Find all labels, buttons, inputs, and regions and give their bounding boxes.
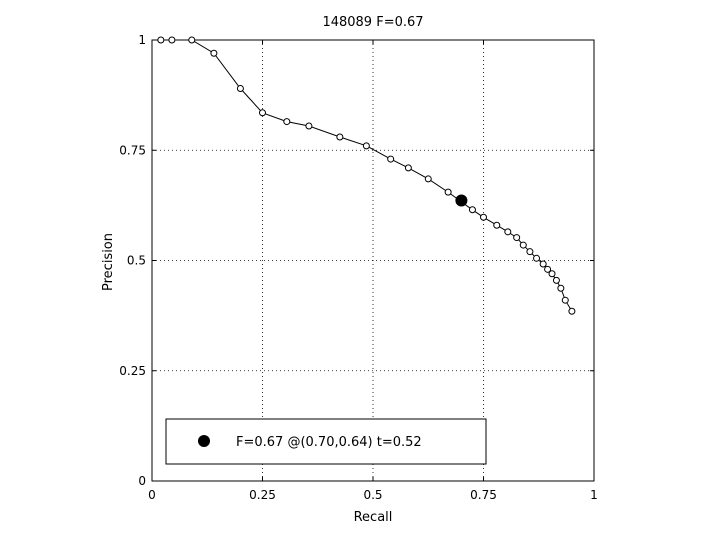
- x-tick-label: 1: [590, 488, 598, 502]
- chart-title: 148089 F=0.67: [322, 15, 423, 30]
- data-point: [157, 36, 165, 44]
- data-point: [283, 118, 291, 126]
- data-point: [362, 142, 370, 150]
- x-tick-label: 0.25: [249, 488, 276, 502]
- data-point: [424, 175, 432, 183]
- y-tick-label: 0.25: [119, 364, 146, 378]
- data-point: [188, 36, 196, 44]
- x-tick-labels: 0 0.25 0.5 0.75 1: [148, 488, 598, 502]
- x-tick-label: 0.75: [470, 488, 497, 502]
- y-axis-label: Precision: [101, 233, 116, 291]
- data-point: [387, 155, 395, 163]
- axis-ticks: [151, 39, 595, 482]
- y-tick-label: 0: [138, 474, 146, 488]
- x-tick-label: 0: [148, 488, 156, 502]
- data-point: [305, 122, 313, 130]
- grid-lines: [152, 40, 594, 481]
- data-point: [504, 228, 512, 236]
- data-point: [519, 241, 527, 249]
- data-point: [544, 265, 552, 273]
- data-point: [526, 248, 534, 256]
- x-tick-label: 0.5: [363, 488, 382, 502]
- data-point: [493, 221, 501, 229]
- legend-marker: [198, 435, 210, 447]
- y-tick-label: 0.5: [127, 254, 146, 268]
- data-point: [480, 213, 487, 221]
- legend-box: [165, 418, 487, 465]
- data-point: [568, 307, 576, 315]
- data-point: [168, 36, 176, 44]
- data-point: [444, 188, 452, 196]
- data-point: [236, 85, 244, 93]
- data-point: [259, 109, 266, 117]
- series-markers: [157, 36, 576, 315]
- y-tick-label: 0.75: [119, 143, 146, 157]
- best-f-point: [455, 194, 468, 207]
- data-point: [210, 49, 218, 57]
- y-tick-label: 1: [138, 33, 146, 47]
- data-point: [468, 206, 476, 214]
- data-point: [548, 270, 556, 278]
- y-tick-labels: 0 0.25 0.5 0.75 1: [119, 33, 146, 488]
- data-point: [552, 276, 560, 284]
- legend-label: F=0.67 @(0.70,0.64) t=0.52: [236, 435, 422, 450]
- x-axis-label: Recall: [354, 510, 393, 525]
- data-point: [561, 296, 569, 304]
- data-point: [336, 133, 344, 141]
- series-line: [160, 39, 573, 312]
- data-point: [513, 234, 521, 242]
- data-point: [404, 164, 412, 172]
- data-point: [557, 284, 565, 292]
- data-point: [539, 260, 547, 268]
- data-point: [533, 254, 541, 262]
- legend: F=0.67 @(0.70,0.64) t=0.52: [165, 418, 487, 465]
